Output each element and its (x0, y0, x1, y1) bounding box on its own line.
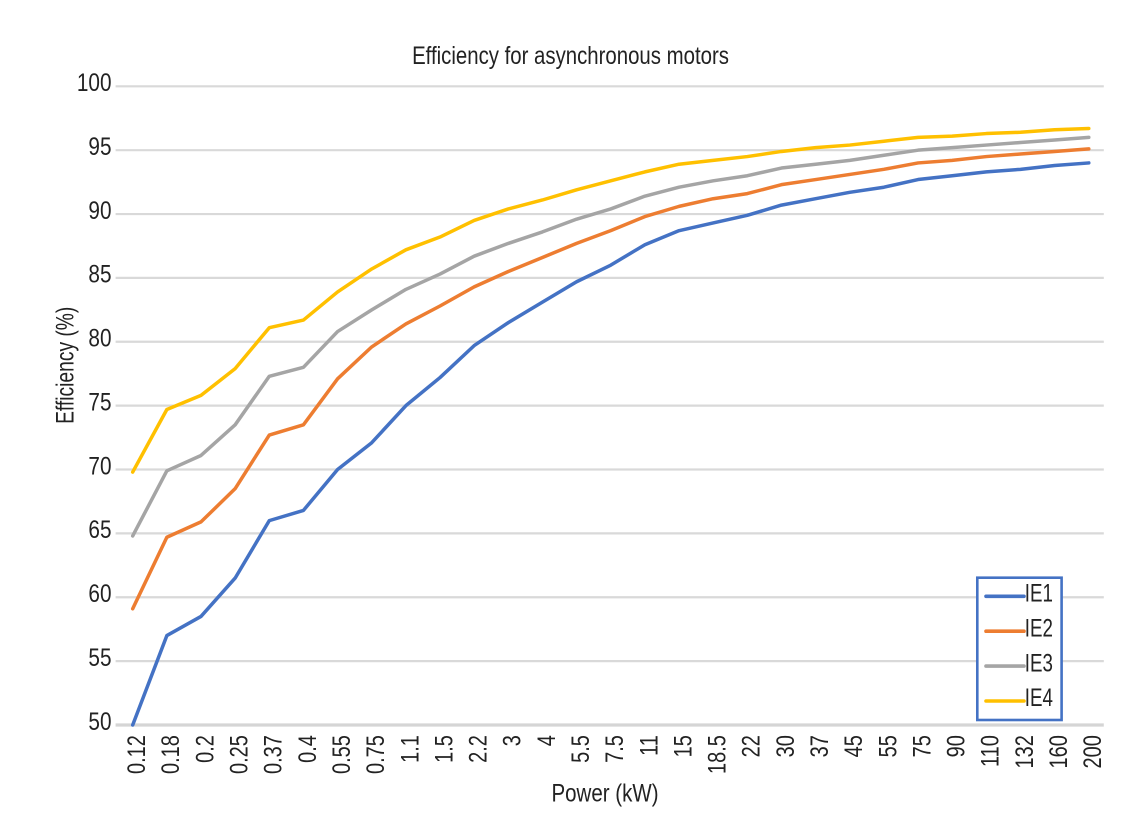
svg-text:3: 3 (499, 735, 527, 746)
svg-text:160: 160 (1045, 735, 1073, 768)
svg-text:90: 90 (88, 196, 111, 224)
svg-text:0.55: 0.55 (328, 735, 356, 774)
svg-text:80: 80 (88, 324, 111, 352)
svg-text:30: 30 (772, 735, 800, 757)
svg-text:11: 11 (635, 735, 663, 756)
svg-text:75: 75 (908, 735, 936, 757)
svg-text:200: 200 (1079, 735, 1107, 768)
svg-text:2.2: 2.2 (464, 735, 492, 763)
svg-text:0.18: 0.18 (157, 735, 185, 774)
svg-text:132: 132 (1011, 735, 1039, 768)
svg-text:45: 45 (840, 735, 868, 757)
svg-text:0.2: 0.2 (191, 735, 219, 763)
svg-text:IE3: IE3 (1025, 649, 1053, 677)
svg-text:18.5: 18.5 (703, 735, 731, 774)
svg-text:100: 100 (77, 68, 112, 96)
svg-text:Efficiency for asynchronous mo: Efficiency for asynchronous motors (412, 41, 729, 69)
svg-text:85: 85 (88, 260, 111, 288)
svg-text:70: 70 (88, 451, 111, 479)
svg-text:0.4: 0.4 (294, 735, 322, 763)
svg-text:55: 55 (874, 735, 902, 757)
svg-text:75: 75 (88, 388, 111, 416)
svg-text:IE4: IE4 (1025, 684, 1053, 712)
svg-text:65: 65 (88, 515, 111, 543)
svg-text:90: 90 (942, 735, 970, 757)
svg-text:0.25: 0.25 (225, 735, 253, 774)
svg-text:IE2: IE2 (1025, 614, 1053, 642)
svg-text:55: 55 (88, 643, 111, 671)
svg-text:0.75: 0.75 (362, 735, 390, 774)
svg-text:0.37: 0.37 (260, 735, 288, 774)
svg-text:50: 50 (88, 707, 111, 735)
svg-text:22: 22 (738, 735, 766, 757)
svg-text:37: 37 (806, 735, 834, 757)
svg-text:1.1: 1.1 (396, 735, 424, 763)
svg-text:7.5: 7.5 (601, 735, 629, 763)
svg-text:5.5: 5.5 (567, 735, 595, 763)
svg-text:95: 95 (88, 132, 111, 160)
svg-text:15: 15 (669, 735, 697, 757)
svg-text:Efficiency (%): Efficiency (%) (51, 307, 79, 424)
svg-text:1.5: 1.5 (430, 735, 458, 763)
svg-text:0.12: 0.12 (123, 735, 151, 774)
svg-text:60: 60 (88, 579, 111, 607)
svg-text:110: 110 (977, 735, 1005, 767)
svg-text:4: 4 (533, 735, 561, 746)
svg-text:IE1: IE1 (1025, 579, 1053, 607)
svg-text:Power (kW): Power (kW) (551, 778, 658, 806)
